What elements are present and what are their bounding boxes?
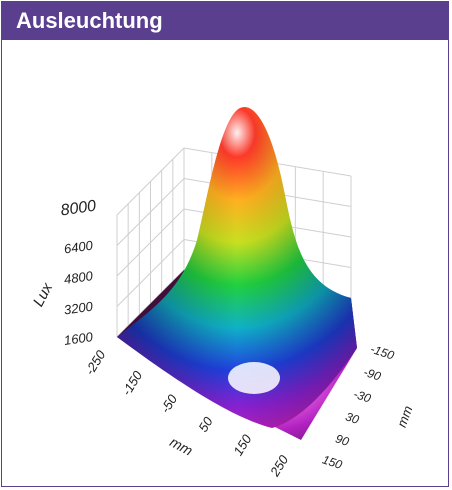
grid-line-left-horizontal xyxy=(116,147,185,216)
y-axis-label: mm xyxy=(394,404,416,430)
z-tick-label: 6400 xyxy=(63,237,94,256)
y-tick-label: 90 xyxy=(334,431,351,449)
surface-peak-shade xyxy=(117,106,357,429)
x-tick-label: 50 xyxy=(195,414,216,435)
z-tick-label: 3200 xyxy=(63,298,94,317)
y-tick-label: 150 xyxy=(321,452,345,472)
y-tick-label: 30 xyxy=(344,409,361,427)
z-tick-label: 8000 xyxy=(60,198,98,220)
z-tick-label: 1600 xyxy=(63,329,94,348)
z-axis-label: Lux xyxy=(30,280,57,310)
grid-line-left-horizontal xyxy=(116,239,185,307)
x-tick-label: -250 xyxy=(82,347,109,378)
x-tick-label: -150 xyxy=(119,368,146,399)
panel-title: Ausleuchtung xyxy=(16,8,163,33)
y-tick-label: -150 xyxy=(369,342,396,363)
floor-highlight xyxy=(228,362,280,394)
surface-plot: 1600 3200 4800 6400 8000 Lux -250 -150 -50 50 150 2… xyxy=(30,106,416,480)
x-axis-label: mm xyxy=(167,434,195,459)
panel-header: Ausleuchtung xyxy=(2,2,448,40)
z-tick-label: 4800 xyxy=(63,268,94,287)
grid-line-left-horizontal xyxy=(116,208,185,277)
x-tick-label: 150 xyxy=(230,431,255,458)
y-tick-label: -90 xyxy=(362,365,383,384)
x-tick-label: -50 xyxy=(157,391,180,416)
x-tick-label: 250 xyxy=(267,452,292,480)
y-tick-label: -30 xyxy=(352,387,373,406)
grid-line-left-horizontal xyxy=(116,178,185,246)
